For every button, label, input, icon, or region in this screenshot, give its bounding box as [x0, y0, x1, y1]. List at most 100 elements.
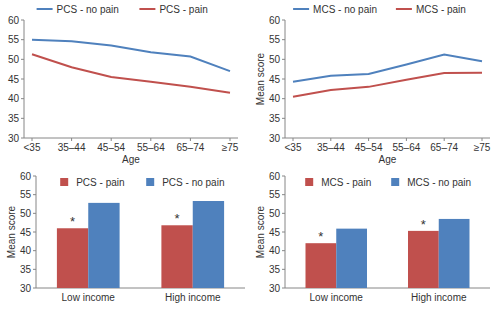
- x-tick-label: 45–54: [97, 142, 125, 153]
- y-tick-label: 30: [20, 283, 32, 294]
- y-tick: [282, 194, 285, 195]
- x-tick-label: High income: [165, 292, 221, 303]
- bar: [408, 231, 439, 288]
- y-tick-label: 50: [8, 54, 20, 65]
- legend-swatch: [60, 178, 68, 186]
- legend: MCS - pain MCS - no pain: [305, 177, 471, 188]
- y-tick: [21, 39, 24, 40]
- y-tick-label: 40: [269, 93, 281, 104]
- y-tick: [282, 288, 285, 289]
- y-tick-label: 35: [269, 113, 281, 124]
- x-tick: [444, 138, 445, 141]
- bar: [57, 228, 88, 288]
- x-tick: [230, 138, 231, 141]
- bar: [306, 243, 337, 288]
- x-tick-label: 65–74: [430, 142, 458, 153]
- y-tick-label: 30: [269, 283, 281, 294]
- x-tick-label: 55–64: [137, 142, 165, 153]
- legend: MCS - no painMCS - pain: [293, 4, 466, 15]
- legend-swatch: [139, 8, 155, 10]
- legend-swatch: [305, 178, 313, 186]
- panel-1: 30354045505560<3535–4445–5455–6465–74≥75…: [255, 4, 491, 166]
- annotation: *: [70, 214, 75, 229]
- y-tick: [21, 79, 24, 80]
- y-tick: [21, 138, 24, 139]
- y-tick: [282, 20, 285, 21]
- x-tick: [71, 138, 72, 141]
- annotation: *: [318, 229, 323, 244]
- y-tick: [282, 39, 285, 40]
- y-tick: [282, 269, 285, 270]
- legend-label: PCS - no pain: [162, 177, 224, 188]
- x-tick: [111, 138, 112, 141]
- y-tick: [282, 138, 285, 139]
- y-tick-label: 60: [8, 15, 20, 26]
- bar: [336, 229, 367, 288]
- y-tick: [33, 213, 36, 214]
- x-axis: [285, 138, 490, 139]
- y-tick: [282, 98, 285, 99]
- y-tick: [282, 79, 285, 80]
- x-axis-label: Age: [379, 154, 397, 165]
- y-tick: [21, 59, 24, 60]
- y-tick: [33, 176, 36, 177]
- legend-label: MCS - pain: [321, 177, 371, 188]
- y-tick-label: 30: [269, 133, 281, 144]
- annotation: *: [175, 211, 180, 226]
- chart-canvas: 30354045505560<3535–4445–5455–6465–74≥75…: [0, 0, 500, 309]
- x-tick-label: High income: [411, 292, 467, 303]
- line: [293, 55, 482, 82]
- y-tick: [282, 59, 285, 60]
- marks: [293, 55, 482, 97]
- legend-swatch: [391, 178, 399, 186]
- y-tick-label: 45: [269, 227, 281, 238]
- line: [293, 73, 482, 97]
- y-tick-label: 45: [8, 74, 20, 85]
- legend-label: PCS - pain: [159, 4, 207, 15]
- y-tick-label: 55: [269, 189, 281, 200]
- legend-label: MCS - no pain: [407, 177, 471, 188]
- legend-label: PCS - pain: [76, 177, 124, 188]
- x-tick: [368, 138, 369, 141]
- x-tick: [482, 138, 483, 141]
- x-axis-label: Age: [122, 154, 140, 165]
- y-tick: [282, 250, 285, 251]
- y-tick-label: 35: [269, 264, 281, 275]
- y-tick-label: 55: [269, 34, 281, 45]
- x-tick-label: 35–44: [58, 142, 86, 153]
- x-axis: [24, 138, 238, 139]
- y-tick: [21, 98, 24, 99]
- bar: [439, 219, 470, 288]
- x-tick-label: 55–64: [392, 142, 420, 153]
- y-tick: [282, 118, 285, 119]
- line: [32, 54, 230, 93]
- y-tick: [33, 250, 36, 251]
- marks: [306, 219, 470, 288]
- x-tick: [150, 138, 151, 141]
- y-tick: [21, 118, 24, 119]
- x-tick: [32, 138, 33, 141]
- x-tick: [330, 138, 331, 141]
- y-tick-label: 60: [20, 171, 32, 182]
- y-axis-label: Mean score: [255, 52, 266, 105]
- y-tick-label: 60: [269, 15, 281, 26]
- y-axis-label: Mean score: [255, 205, 266, 258]
- marks: [32, 40, 230, 93]
- legend-swatch: [396, 8, 412, 10]
- x-tick-label: 65–74: [176, 142, 204, 153]
- x-tick-label: ≥75: [474, 142, 491, 153]
- y-tick: [33, 269, 36, 270]
- y-tick-label: 35: [8, 113, 20, 124]
- x-tick-label: Low income: [62, 292, 116, 303]
- y-tick-label: 55: [8, 34, 20, 45]
- y-tick: [282, 213, 285, 214]
- legend-label: PCS - no pain: [57, 4, 119, 15]
- y-tick-label: 40: [20, 245, 32, 256]
- legend-swatch: [37, 8, 53, 10]
- x-tick-label: 45–54: [355, 142, 383, 153]
- x-tick: [293, 138, 294, 141]
- bar: [193, 201, 224, 288]
- legend-label: MCS - pain: [416, 4, 466, 15]
- y-tick-label: 50: [20, 208, 32, 219]
- y-tick: [282, 232, 285, 233]
